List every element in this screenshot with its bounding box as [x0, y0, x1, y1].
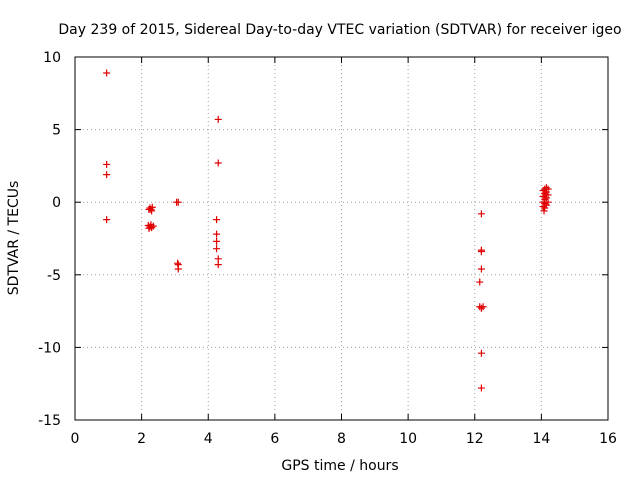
data-points	[103, 69, 552, 392]
data-point	[103, 69, 111, 77]
x-tick-label: 12	[466, 431, 484, 447]
data-point	[214, 115, 222, 123]
x-axis-label: GPS time / hours	[281, 458, 398, 474]
data-point	[477, 349, 485, 357]
data-point	[544, 198, 552, 206]
data-point	[479, 303, 487, 311]
data-point	[476, 278, 484, 286]
data-point	[147, 221, 155, 229]
data-point	[145, 224, 153, 232]
y-tick-label: -5	[47, 268, 61, 284]
data-point	[213, 216, 221, 224]
data-point	[539, 203, 547, 211]
data-point	[213, 237, 221, 245]
data-point	[544, 191, 552, 199]
y-tick-label: 5	[52, 123, 61, 139]
data-point	[148, 203, 156, 211]
data-point	[477, 210, 485, 218]
data-point	[477, 304, 485, 312]
data-point	[174, 259, 182, 267]
data-point	[213, 230, 221, 238]
y-tick-label: 0	[52, 195, 61, 211]
x-tick-label: 14	[532, 431, 550, 447]
x-tick-label: 8	[337, 431, 346, 447]
x-tick-label: 4	[204, 431, 213, 447]
y-tick-label: -10	[38, 340, 61, 356]
data-point	[214, 261, 222, 269]
x-tick-label: 16	[599, 431, 617, 447]
y-tick-label: 10	[43, 50, 61, 66]
data-point	[540, 207, 548, 215]
data-point	[174, 198, 182, 206]
axis-ticks	[74, 56, 609, 421]
x-tick-label: 0	[71, 431, 80, 447]
data-point	[174, 265, 182, 273]
x-tick-label: 10	[399, 431, 417, 447]
grid-lines	[75, 57, 608, 420]
axis-tick-labels: 0 2 4 6 8 10 12 14 16 -15 -10 -5 0 5 10	[38, 50, 617, 447]
x-tick-label: 2	[137, 431, 146, 447]
data-point	[477, 265, 485, 273]
y-axis-label: SDTVAR / TECUs	[6, 181, 22, 296]
data-point	[214, 159, 222, 167]
chart-title: Day 239 of 2015, Sidereal Day-to-day VTE…	[58, 22, 621, 38]
data-point	[477, 248, 485, 256]
data-point	[477, 384, 485, 392]
y-tick-label: -15	[38, 413, 61, 429]
data-point	[103, 160, 111, 168]
data-point	[213, 245, 221, 253]
x-tick-label: 6	[270, 431, 279, 447]
data-point	[103, 216, 111, 224]
data-point	[103, 171, 111, 179]
